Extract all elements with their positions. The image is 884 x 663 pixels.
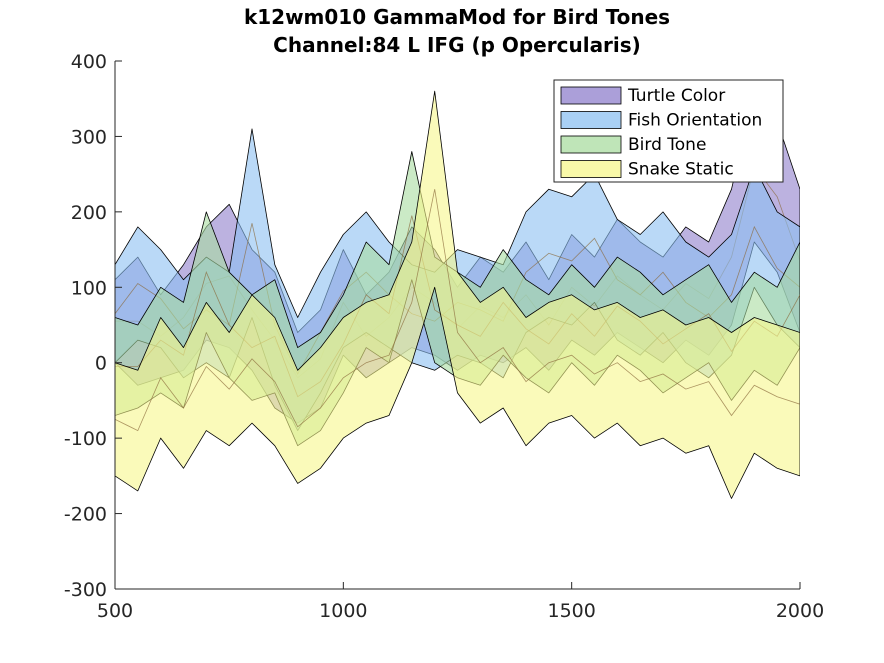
legend-item-snake-static: Snake Static [560,160,734,180]
legend-item-turtle-color: Turtle Color [560,86,725,106]
mean-line-snake-static [115,189,800,432]
y-tick-label: -100 [64,428,107,450]
y-tick-label: -300 [64,579,107,601]
x-tick-label: 1000 [319,600,367,622]
axes: -300 -200 -100 0 100 200 300 400 500 1000 1500 2000 [64,51,824,622]
y-tick-label: 100 [71,277,107,299]
y-tick-label: 0 [95,353,107,375]
y-tick-label: 300 [71,126,107,148]
series-snake-static [115,90,800,499]
legend-swatch [560,86,622,105]
legend-swatch [560,111,622,129]
legend-item-bird-tone: Bird Tone [560,135,706,155]
legend: Turtle Color Fish Orientation Bird Tone Sna… [553,79,784,183]
x-tick-label: 1500 [547,600,595,622]
legend-swatch [560,160,622,178]
y-tick-label: 200 [71,202,107,224]
legend-swatch [560,135,622,154]
y-tick-label: 400 [71,51,107,73]
band-snake-static [115,90,800,499]
chart-title-line-1: k12wm010 GammaMod for Bird Tones [244,5,670,29]
chart-title-line-2: Channel:84 L IFG (p Opercularis) [273,33,641,57]
legend-item-fish-orientation: Fish Orientation [560,111,762,131]
y-tick-label: -200 [64,504,107,526]
legend-label: Turtle Color [627,86,725,106]
series-layer [115,90,800,499]
legend-label: Snake Static [628,160,734,180]
x-tick-label: 500 [97,600,133,622]
x-tick-label: 2000 [776,600,824,622]
legend-label: Bird Tone [628,135,706,155]
legend-label: Fish Orientation [628,111,762,131]
